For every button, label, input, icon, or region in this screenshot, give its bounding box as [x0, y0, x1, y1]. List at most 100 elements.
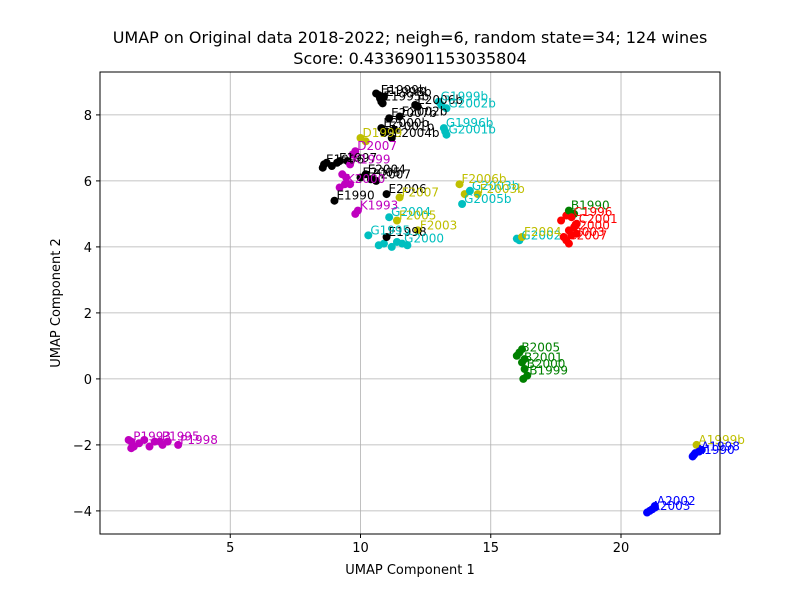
chart-title: UMAP on Original data 2018-2022; neigh=6… [113, 28, 708, 47]
point-label: G2002 [521, 228, 561, 242]
point-label: A2003 [652, 499, 691, 513]
grid-lines [100, 72, 720, 534]
y-tick-label: −4 [73, 505, 92, 520]
data-points [124, 89, 706, 517]
data-point [557, 216, 566, 225]
data-point [515, 348, 524, 357]
point-label: E1990 [336, 189, 374, 203]
data-point [346, 160, 355, 169]
point-label: C2000 [571, 218, 610, 232]
point-label: E2000b [383, 116, 429, 130]
y-tick-label: −2 [73, 439, 92, 454]
point-labels: E1999bE1998bE1995bE2006bE2007bE2002bE200… [133, 83, 745, 513]
point-label: A1990 [696, 443, 735, 457]
point-label: B2000 [527, 357, 566, 371]
data-point [385, 213, 394, 222]
point-label: F2003 [420, 218, 457, 232]
data-point [562, 236, 571, 245]
data-point [163, 437, 172, 446]
point-label: P1993 [133, 430, 171, 444]
point-label: E1997 [339, 151, 377, 165]
point-label: G2002b [448, 96, 495, 110]
data-point [356, 134, 365, 142]
point-label: E2001b [389, 119, 435, 133]
y-tick-label: 0 [84, 373, 92, 388]
y-tick-label: 4 [84, 241, 92, 256]
point-label: G2001b [448, 123, 495, 137]
data-point [145, 442, 154, 451]
point-label: C2003 [566, 225, 605, 239]
point-label: P1995 [162, 430, 200, 444]
point-label: E2004b [394, 126, 440, 140]
data-point [434, 97, 443, 106]
point-label: P1998 [180, 433, 218, 447]
data-point [174, 440, 183, 449]
x-axis-label: UMAP Component 1 [345, 563, 474, 578]
data-point [465, 186, 474, 195]
point-label: E2004 [368, 162, 406, 176]
data-point [353, 206, 362, 215]
point-label: G2005b [464, 192, 511, 206]
point-label: F2004 [524, 225, 561, 239]
data-point [351, 147, 360, 156]
data-point [390, 125, 399, 134]
data-point [382, 190, 391, 199]
point-label: G1995 [370, 223, 410, 237]
data-point [413, 226, 422, 235]
point-label: K1999 [352, 152, 390, 166]
data-point [442, 104, 451, 113]
data-point [356, 173, 365, 182]
data-point [140, 435, 149, 444]
data-point [518, 358, 527, 367]
point-label: E1998b [386, 85, 432, 99]
point-label: C2007 [568, 228, 607, 242]
x-tick-label: 20 [613, 541, 630, 556]
point-label: C1996 [574, 205, 613, 219]
point-label: G2004 [391, 205, 431, 219]
point-label: E2002b [402, 105, 448, 119]
data-point [567, 213, 576, 222]
data-point [366, 175, 375, 184]
point-label: E1996 [326, 152, 364, 166]
data-point [127, 437, 136, 446]
point-label: B1999 [529, 364, 568, 378]
chart-subtitle: Score: 0.4336901153035804 [293, 49, 526, 68]
axis-ticks: 5 10 15 20 −4 −2 0 2 4 6 8 [73, 109, 629, 556]
point-label: E1998 [389, 225, 427, 239]
data-point [398, 239, 407, 248]
point-label: K2000 [347, 172, 385, 186]
data-point [455, 180, 464, 189]
point-label: A1998 [701, 440, 740, 454]
point-label: E2007b [391, 106, 437, 120]
data-point [342, 173, 351, 182]
data-point [689, 450, 698, 459]
point-label: E2006 [389, 182, 427, 196]
point-label: K1993 [360, 199, 398, 213]
data-point [650, 501, 659, 510]
point-label: E2006b [417, 93, 463, 107]
data-point [364, 231, 373, 240]
data-point [387, 134, 396, 142]
data-point [564, 206, 573, 215]
point-label: G1999b [441, 90, 488, 104]
data-point [340, 180, 349, 189]
point-label: D1999 [363, 126, 403, 140]
point-label: G2003b [472, 179, 519, 193]
y-tick-label: 6 [84, 175, 92, 190]
data-point [320, 160, 329, 169]
data-point [385, 114, 394, 123]
data-point [645, 506, 654, 515]
data-point [523, 371, 532, 380]
data-point [330, 196, 339, 205]
point-label: F2007 [402, 185, 439, 199]
point-label: E1995b [383, 90, 429, 104]
data-point [155, 437, 164, 446]
data-point [395, 112, 404, 121]
data-point [387, 242, 396, 251]
data-point [374, 241, 383, 250]
y-tick-label: 2 [84, 307, 92, 322]
plot-area-frame [99, 71, 721, 535]
point-label: F2005 [399, 209, 436, 223]
point-label: C2001 [579, 212, 618, 226]
